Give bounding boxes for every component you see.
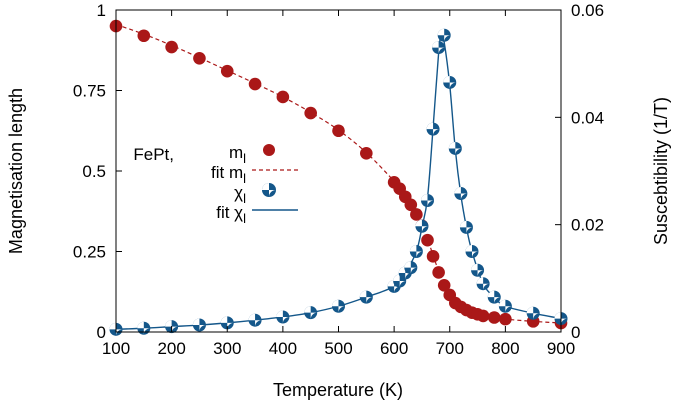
plot-frame <box>115 9 562 333</box>
legend-marker-chi <box>262 183 276 197</box>
x-tick-label: 100 <box>102 339 130 358</box>
chi-point <box>454 187 468 201</box>
chi-point <box>487 290 501 304</box>
legend-label-m: ml <box>229 143 246 166</box>
y2-tick-label: 0.02 <box>571 216 604 235</box>
y2-tick-label: 0.04 <box>571 108 604 127</box>
chi-point <box>459 220 473 234</box>
m-point <box>220 64 234 78</box>
y-tick-label: 0.5 <box>82 162 106 181</box>
m-point <box>193 52 206 65</box>
legend-marker-m <box>263 144 275 156</box>
m-point <box>432 266 445 279</box>
m-point <box>410 208 423 221</box>
chi-point <box>526 306 540 320</box>
chi-point <box>220 316 234 330</box>
m-point <box>304 106 317 120</box>
m-point <box>360 146 373 160</box>
m-point <box>487 311 501 324</box>
x-tick-label: 200 <box>157 339 185 358</box>
x-tick-label: 300 <box>213 339 241 358</box>
y2-tick-label: 0 <box>571 323 580 342</box>
fit-chi-curve <box>115 32 562 331</box>
chi-point <box>421 194 434 208</box>
chi-point <box>304 306 318 320</box>
m-point <box>137 29 151 43</box>
y-tick-label: 0 <box>97 323 106 342</box>
x-axis-label: Temperature (K) <box>273 380 403 400</box>
y-tick-label: 0.25 <box>73 243 106 262</box>
m-point <box>476 309 490 323</box>
legend-label-chi: χl <box>234 183 246 206</box>
chi-point <box>415 219 429 233</box>
legend-label-fit-m: fit ml <box>211 163 246 186</box>
m-point <box>165 40 178 54</box>
x-tick-label: 400 <box>269 339 297 358</box>
m-point <box>499 312 512 326</box>
m-point <box>332 124 345 138</box>
chi-point <box>409 245 423 258</box>
chi-point <box>476 277 490 291</box>
fit-curves <box>115 23 562 331</box>
data-points <box>109 19 568 336</box>
m-point <box>421 233 434 247</box>
legend-material: FePt, <box>133 145 174 164</box>
y2-tick-label: 0.06 <box>571 1 604 20</box>
chi-point <box>137 321 151 335</box>
x-tick-label: 800 <box>491 339 519 358</box>
chi-point <box>192 318 206 332</box>
y-axis-label: Magnetisation length <box>6 88 26 254</box>
axis-ticks: 100 200 300 400 500 600 700 800 90000.250.50.751… <box>73 1 604 358</box>
y-tick-label: 0.75 <box>73 82 106 101</box>
x-tick-label: 900 <box>547 339 575 358</box>
x-tick-label: 500 <box>324 339 352 358</box>
chi-point <box>498 299 512 313</box>
chi-point <box>332 299 345 313</box>
x-tick-label: 700 <box>436 339 464 358</box>
chi-point <box>359 290 373 304</box>
m-point <box>426 250 440 263</box>
y2-axis-label: Suscebtibility (1/T) <box>651 97 671 245</box>
chi-point <box>465 245 479 258</box>
m-point <box>276 90 290 104</box>
legend: FePt, ml fit ml χl fit χl <box>133 143 298 226</box>
chi-point <box>426 122 440 136</box>
chi-point <box>443 75 457 89</box>
fit-m-curve <box>115 23 562 324</box>
chi-point <box>248 313 262 327</box>
chi-point <box>448 141 462 155</box>
chi-point <box>276 310 290 324</box>
chi-point <box>437 28 451 42</box>
chi-point <box>471 263 485 277</box>
y-tick-label: 1 <box>97 1 106 20</box>
chi-point <box>432 41 446 55</box>
m-point <box>248 77 262 91</box>
legend-label-fit-chi: fit χl <box>216 203 246 226</box>
chi-point <box>404 261 418 275</box>
m-point <box>437 279 451 292</box>
x-tick-label: 600 <box>380 339 408 358</box>
m-point <box>404 198 418 212</box>
